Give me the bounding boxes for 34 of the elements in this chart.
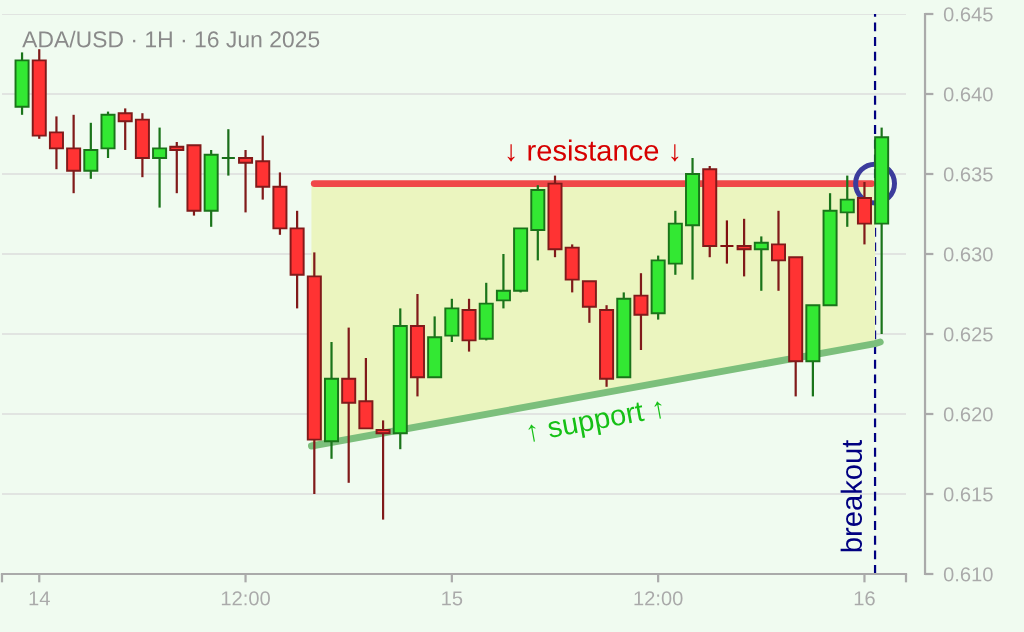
x-tick-label: 12:00 bbox=[634, 591, 683, 606]
candlestick bbox=[770, 209, 786, 292]
candlestick bbox=[66, 113, 82, 195]
text: ADA/USD · 1H · 16 Jun 2025 bbox=[22, 30, 320, 48]
x-tick-label: 15 bbox=[442, 591, 463, 606]
series-label: ↓ resistance ↓ bbox=[507, 139, 679, 162]
y-tick-label: 0.620 bbox=[943, 407, 993, 422]
candlestick bbox=[48, 115, 64, 171]
candlestick bbox=[736, 217, 752, 278]
candlestick bbox=[753, 235, 769, 292]
y-tick-label: 0.630 bbox=[943, 247, 993, 262]
candlestick bbox=[341, 326, 357, 484]
x-tick-label: 16 bbox=[854, 591, 875, 606]
candlestick bbox=[169, 140, 185, 195]
text: ↑ support ↑ bbox=[527, 398, 665, 448]
candlestick bbox=[839, 174, 855, 228]
ref-line-label: breakout bbox=[840, 439, 863, 552]
y-tick-label: 0.640 bbox=[943, 87, 993, 102]
candlestick bbox=[152, 126, 168, 209]
x-tick-label: 14 bbox=[29, 591, 50, 606]
candlestick bbox=[117, 107, 133, 152]
candlestick bbox=[83, 121, 99, 180]
candlestick bbox=[375, 419, 391, 521]
y-tick-label: 0.645 bbox=[943, 7, 993, 22]
y-tick-label: 0.635 bbox=[943, 167, 993, 182]
y-tick-label: 0.610 bbox=[943, 567, 993, 582]
y-tick-label: 0.615 bbox=[943, 487, 993, 502]
y-tick-label: 0.625 bbox=[943, 327, 993, 342]
candlestick bbox=[633, 272, 649, 352]
candlestick bbox=[719, 219, 735, 265]
candlestick bbox=[238, 148, 254, 214]
candlestick bbox=[220, 128, 236, 177]
x-tick-label: 12:00 bbox=[221, 591, 270, 606]
candlestick bbox=[495, 252, 511, 310]
